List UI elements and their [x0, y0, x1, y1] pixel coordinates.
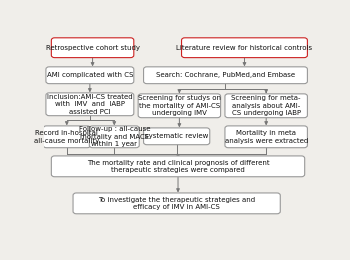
Text: systematic review: systematic review — [145, 133, 208, 139]
Text: Mortality in meta
analysis were extracted: Mortality in meta analysis were extracte… — [225, 130, 308, 144]
FancyBboxPatch shape — [225, 126, 307, 148]
FancyBboxPatch shape — [225, 94, 307, 118]
FancyBboxPatch shape — [73, 193, 280, 214]
FancyBboxPatch shape — [46, 67, 134, 84]
Text: Literature review for historical controls: Literature review for historical control… — [176, 45, 313, 51]
Text: Screening for meta-
analysis about AMI-
CS undergoing IABP: Screening for meta- analysis about AMI- … — [231, 95, 301, 116]
FancyBboxPatch shape — [51, 156, 305, 177]
FancyBboxPatch shape — [138, 94, 220, 118]
Text: Follow-up : all-cause
mortality and MACE
within 1 year: Follow-up : all-cause mortality and MACE… — [78, 126, 150, 147]
Text: Inclusion:AMI-CS treated
with  IMV  and  IABP
assisted PCI: Inclusion:AMI-CS treated with IMV and IA… — [47, 94, 133, 115]
Text: The mortality rate and clinical prognosis of different
therapeutic strategies we: The mortality rate and clinical prognosi… — [87, 160, 270, 173]
Text: To investigate the therapeutic strategies and
efficacy of IMV in AMI-CS: To investigate the therapeutic strategie… — [98, 197, 255, 210]
Text: Search: Cochrane, PubMed,and Embase: Search: Cochrane, PubMed,and Embase — [156, 72, 295, 78]
FancyBboxPatch shape — [43, 126, 90, 148]
FancyBboxPatch shape — [51, 38, 134, 58]
Text: Retrospective cohort study: Retrospective cohort study — [46, 45, 140, 51]
Text: Screening for studys on
the mortality of AMI-CS
undergoing IMV: Screening for studys on the mortality of… — [138, 95, 221, 116]
FancyBboxPatch shape — [144, 128, 210, 145]
Text: Record in-hospital
all-cause mortality: Record in-hospital all-cause mortality — [34, 130, 99, 144]
FancyBboxPatch shape — [144, 67, 307, 84]
Text: AMI complicated with CS: AMI complicated with CS — [47, 72, 133, 78]
FancyBboxPatch shape — [46, 93, 134, 116]
FancyBboxPatch shape — [182, 38, 307, 58]
FancyBboxPatch shape — [89, 126, 139, 148]
